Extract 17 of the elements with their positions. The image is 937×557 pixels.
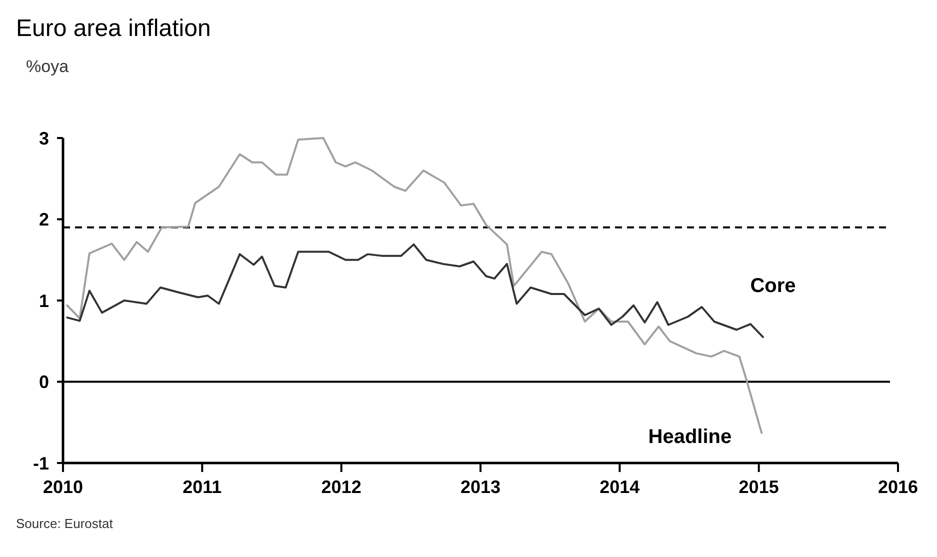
series-label: Headline (648, 426, 732, 448)
x-tick-label: 2012 (321, 477, 362, 497)
y-tick-label: 3 (38, 128, 49, 148)
x-tick-label: 2016 (878, 477, 918, 497)
x-tick-label: 2011 (182, 477, 222, 497)
y-tick-label: 0 (38, 372, 49, 392)
x-tick-label: 2013 (460, 477, 501, 497)
y-tick-label: 1 (38, 290, 49, 311)
x-tick-label: 2015 (738, 477, 779, 497)
chart-title: Euro area inflation (16, 15, 211, 42)
y-tick-label: -1 (32, 453, 49, 474)
x-tick-label: 2010 (42, 477, 84, 497)
y-tick-label: 2 (38, 210, 49, 230)
series-label: Core (750, 275, 796, 298)
x-tick-label: 2014 (600, 477, 640, 497)
chart-subtitle: %oya (26, 57, 70, 76)
source-note: Source: Eurostat (16, 516, 114, 531)
